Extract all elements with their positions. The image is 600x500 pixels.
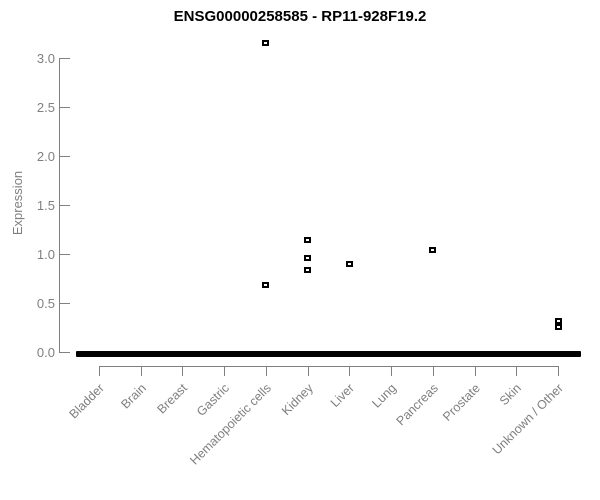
x-axis-tick xyxy=(516,366,518,376)
y-axis-tick xyxy=(59,205,70,206)
zero-expression-cluster-dash xyxy=(409,351,456,357)
data-point-marker xyxy=(554,317,562,324)
x-axis-tick xyxy=(182,366,184,376)
zero-expression-cluster-dash xyxy=(76,351,122,357)
zero-expression-cluster-dash xyxy=(117,351,164,357)
data-point-marker xyxy=(262,282,270,289)
zero-expression-cluster-dash xyxy=(242,351,289,357)
zero-expression-cluster-dash xyxy=(493,351,540,357)
y-axis-tick xyxy=(59,58,70,59)
y-axis-tick-label: 0.0 xyxy=(36,345,55,360)
y-axis-tick xyxy=(59,352,70,353)
x-axis-tick xyxy=(307,366,309,376)
y-axis-tick xyxy=(59,303,70,304)
x-axis-tick xyxy=(140,366,142,376)
x-axis-tick xyxy=(558,366,559,376)
x-axis-tick xyxy=(224,366,226,376)
y-axis-tick xyxy=(59,254,70,255)
x-axis-tick xyxy=(99,366,100,376)
y-axis-tick-label: 1.5 xyxy=(36,198,55,213)
zero-expression-cluster-dash xyxy=(201,351,248,357)
y-axis-tick-label: 3.0 xyxy=(36,51,55,66)
data-point-marker xyxy=(345,260,353,267)
zero-expression-cluster-dash xyxy=(326,351,373,357)
x-axis-tick xyxy=(265,366,267,376)
zero-expression-cluster-dash xyxy=(284,351,331,357)
y-axis-tick xyxy=(59,156,70,157)
y-axis-tick-label: 0.5 xyxy=(36,296,55,311)
y-axis-tick xyxy=(59,107,70,108)
data-point-marker xyxy=(304,237,312,244)
data-point-marker xyxy=(429,247,437,254)
zero-expression-cluster-dash xyxy=(535,351,581,357)
x-axis-tick xyxy=(474,366,476,376)
zero-expression-cluster-dash xyxy=(159,351,206,357)
data-point-marker xyxy=(304,266,312,273)
x-axis-line xyxy=(99,366,559,367)
y-axis-tick-label: 1.0 xyxy=(36,247,55,262)
x-axis-tick xyxy=(432,366,434,376)
y-axis-tick-label: 2.5 xyxy=(36,100,55,115)
y-axis-tick-label: 2.0 xyxy=(36,149,55,164)
x-axis-tick xyxy=(349,366,351,376)
chart-title: ENSG00000258585 - RP11-928F19.2 xyxy=(173,8,427,25)
x-axis-tick xyxy=(391,366,393,376)
data-point-marker xyxy=(262,40,270,47)
data-point-marker xyxy=(304,254,312,261)
data-point-marker xyxy=(554,323,562,330)
zero-expression-cluster-dash xyxy=(451,351,498,357)
zero-expression-cluster-dash xyxy=(368,351,415,357)
